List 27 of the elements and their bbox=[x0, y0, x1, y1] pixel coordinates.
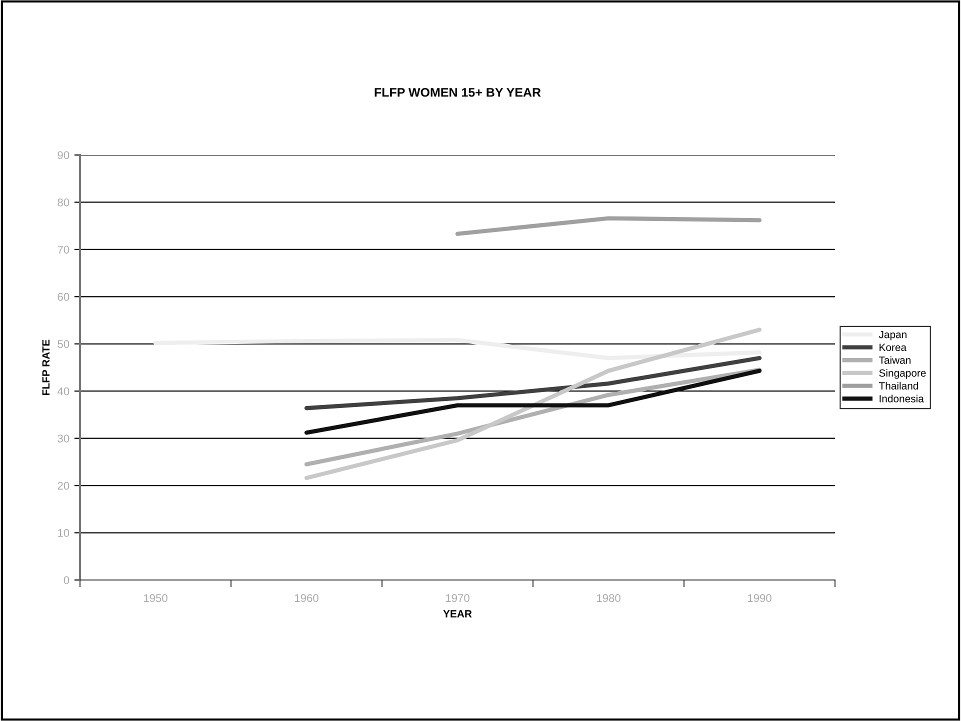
y-tick-label: 50 bbox=[58, 340, 70, 348]
line-series bbox=[153, 338, 762, 360]
legend-label: Singapore bbox=[879, 369, 926, 379]
y-tick-label: 90 bbox=[58, 151, 70, 160]
legend-label: Indonesia bbox=[880, 394, 924, 402]
y-tick-label: 10 bbox=[58, 529, 70, 537]
y-tick-label: 40 bbox=[57, 387, 70, 396]
y-tick-label: 70 bbox=[58, 246, 70, 254]
chart-title: FLFP WOMEN 15+ BY YEAR bbox=[374, 88, 541, 97]
line-series bbox=[304, 328, 762, 480]
x-axis-title: YEAR bbox=[443, 610, 472, 618]
legend-label: Korea bbox=[880, 344, 907, 352]
y-tick-label: 30 bbox=[58, 434, 70, 442]
y-tick-label: 20 bbox=[58, 482, 70, 490]
legend-label: Thailand bbox=[878, 382, 918, 390]
x-tick-label: 1990 bbox=[748, 594, 772, 602]
y-tick-label: 80 bbox=[58, 198, 70, 206]
y-tick-label: 60 bbox=[58, 292, 70, 301]
line-series bbox=[304, 356, 762, 410]
legend-label: Taiwan bbox=[878, 356, 910, 364]
x-tick-label: 1980 bbox=[596, 594, 620, 602]
y-axis-title: FLFP RATE bbox=[42, 340, 50, 395]
x-tick-label: 1950 bbox=[144, 594, 168, 602]
x-tick-label: 1960 bbox=[294, 594, 318, 602]
legend-label: Japan bbox=[878, 330, 906, 340]
y-tick-label: 0 bbox=[64, 576, 70, 584]
x-tick-label: 1970 bbox=[446, 594, 470, 602]
